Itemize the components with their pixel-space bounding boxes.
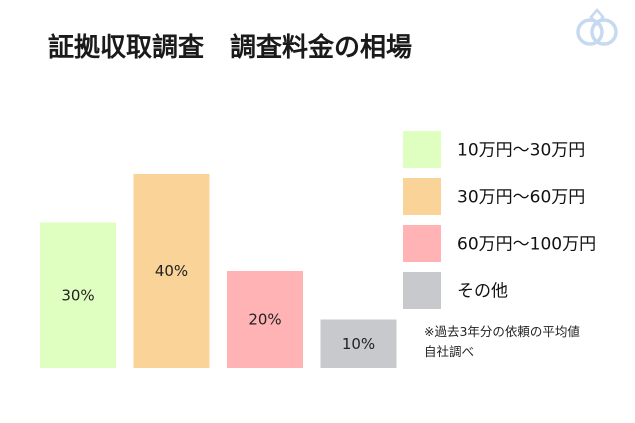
note-line-2: 自社調べ (424, 344, 474, 359)
legend-label-1: 10万円～30万円 (457, 141, 585, 161)
logo-diamond (589, 8, 605, 26)
legend-swatch-1 (403, 131, 441, 168)
page-title: 証拠収取調査 調査料金の相場 (48, 32, 412, 63)
bar-1 (40, 222, 116, 368)
legend-swatch-3 (403, 225, 441, 262)
logo-ring-left (576, 18, 604, 46)
logo-ring-right (590, 18, 618, 46)
legend-label-2: 30万円～60万円 (457, 188, 585, 208)
bar-2 (133, 174, 210, 368)
legend-swatch-2 (403, 178, 441, 215)
bars-group: 30% 40% 20% 10% (40, 174, 397, 368)
legend-label-3: 60万円～100万円 (457, 235, 596, 255)
bar-3 (227, 271, 303, 368)
bar-value-label-4: 10% (342, 335, 375, 353)
legend-swatch-4 (403, 272, 441, 309)
note-line-1: ※過去3年分の依頼の平均値 (424, 324, 580, 339)
bar-value-label-1: 30% (61, 286, 94, 304)
bar-4 (320, 319, 397, 368)
logo-icon (576, 8, 618, 46)
bar-value-label-2: 40% (155, 262, 188, 280)
bar-value-label-3: 20% (248, 311, 281, 329)
legend-label-4: その他 (457, 282, 508, 302)
